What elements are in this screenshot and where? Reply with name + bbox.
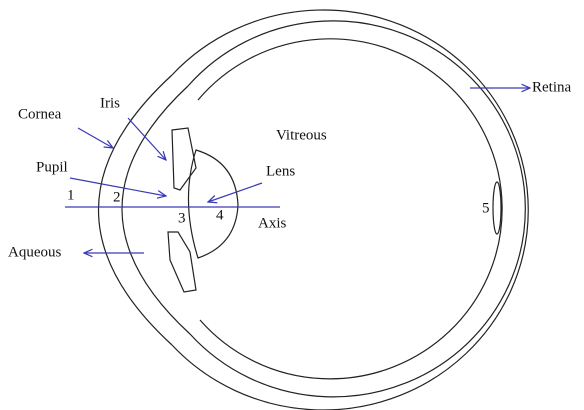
number: 5 (482, 200, 490, 216)
label: Vitreous (276, 127, 327, 143)
arrow (78, 128, 113, 148)
number: 1 (67, 187, 75, 203)
arrow (128, 118, 166, 160)
label: Axis (258, 215, 287, 231)
arrows (65, 88, 530, 253)
number: 2 (113, 189, 121, 205)
number: 4 (216, 207, 224, 223)
label: Cornea (18, 106, 62, 122)
label: Iris (100, 95, 120, 111)
eye-outline (99, 10, 529, 410)
number: 3 (178, 210, 186, 226)
label: Pupil (36, 159, 68, 175)
label: Retina (532, 79, 571, 95)
eye-diagram: Cornea Iris Vitreous Retina Pupil Lens A… (0, 0, 584, 410)
label: Aqueous (8, 244, 61, 260)
label: Lens (266, 163, 295, 179)
